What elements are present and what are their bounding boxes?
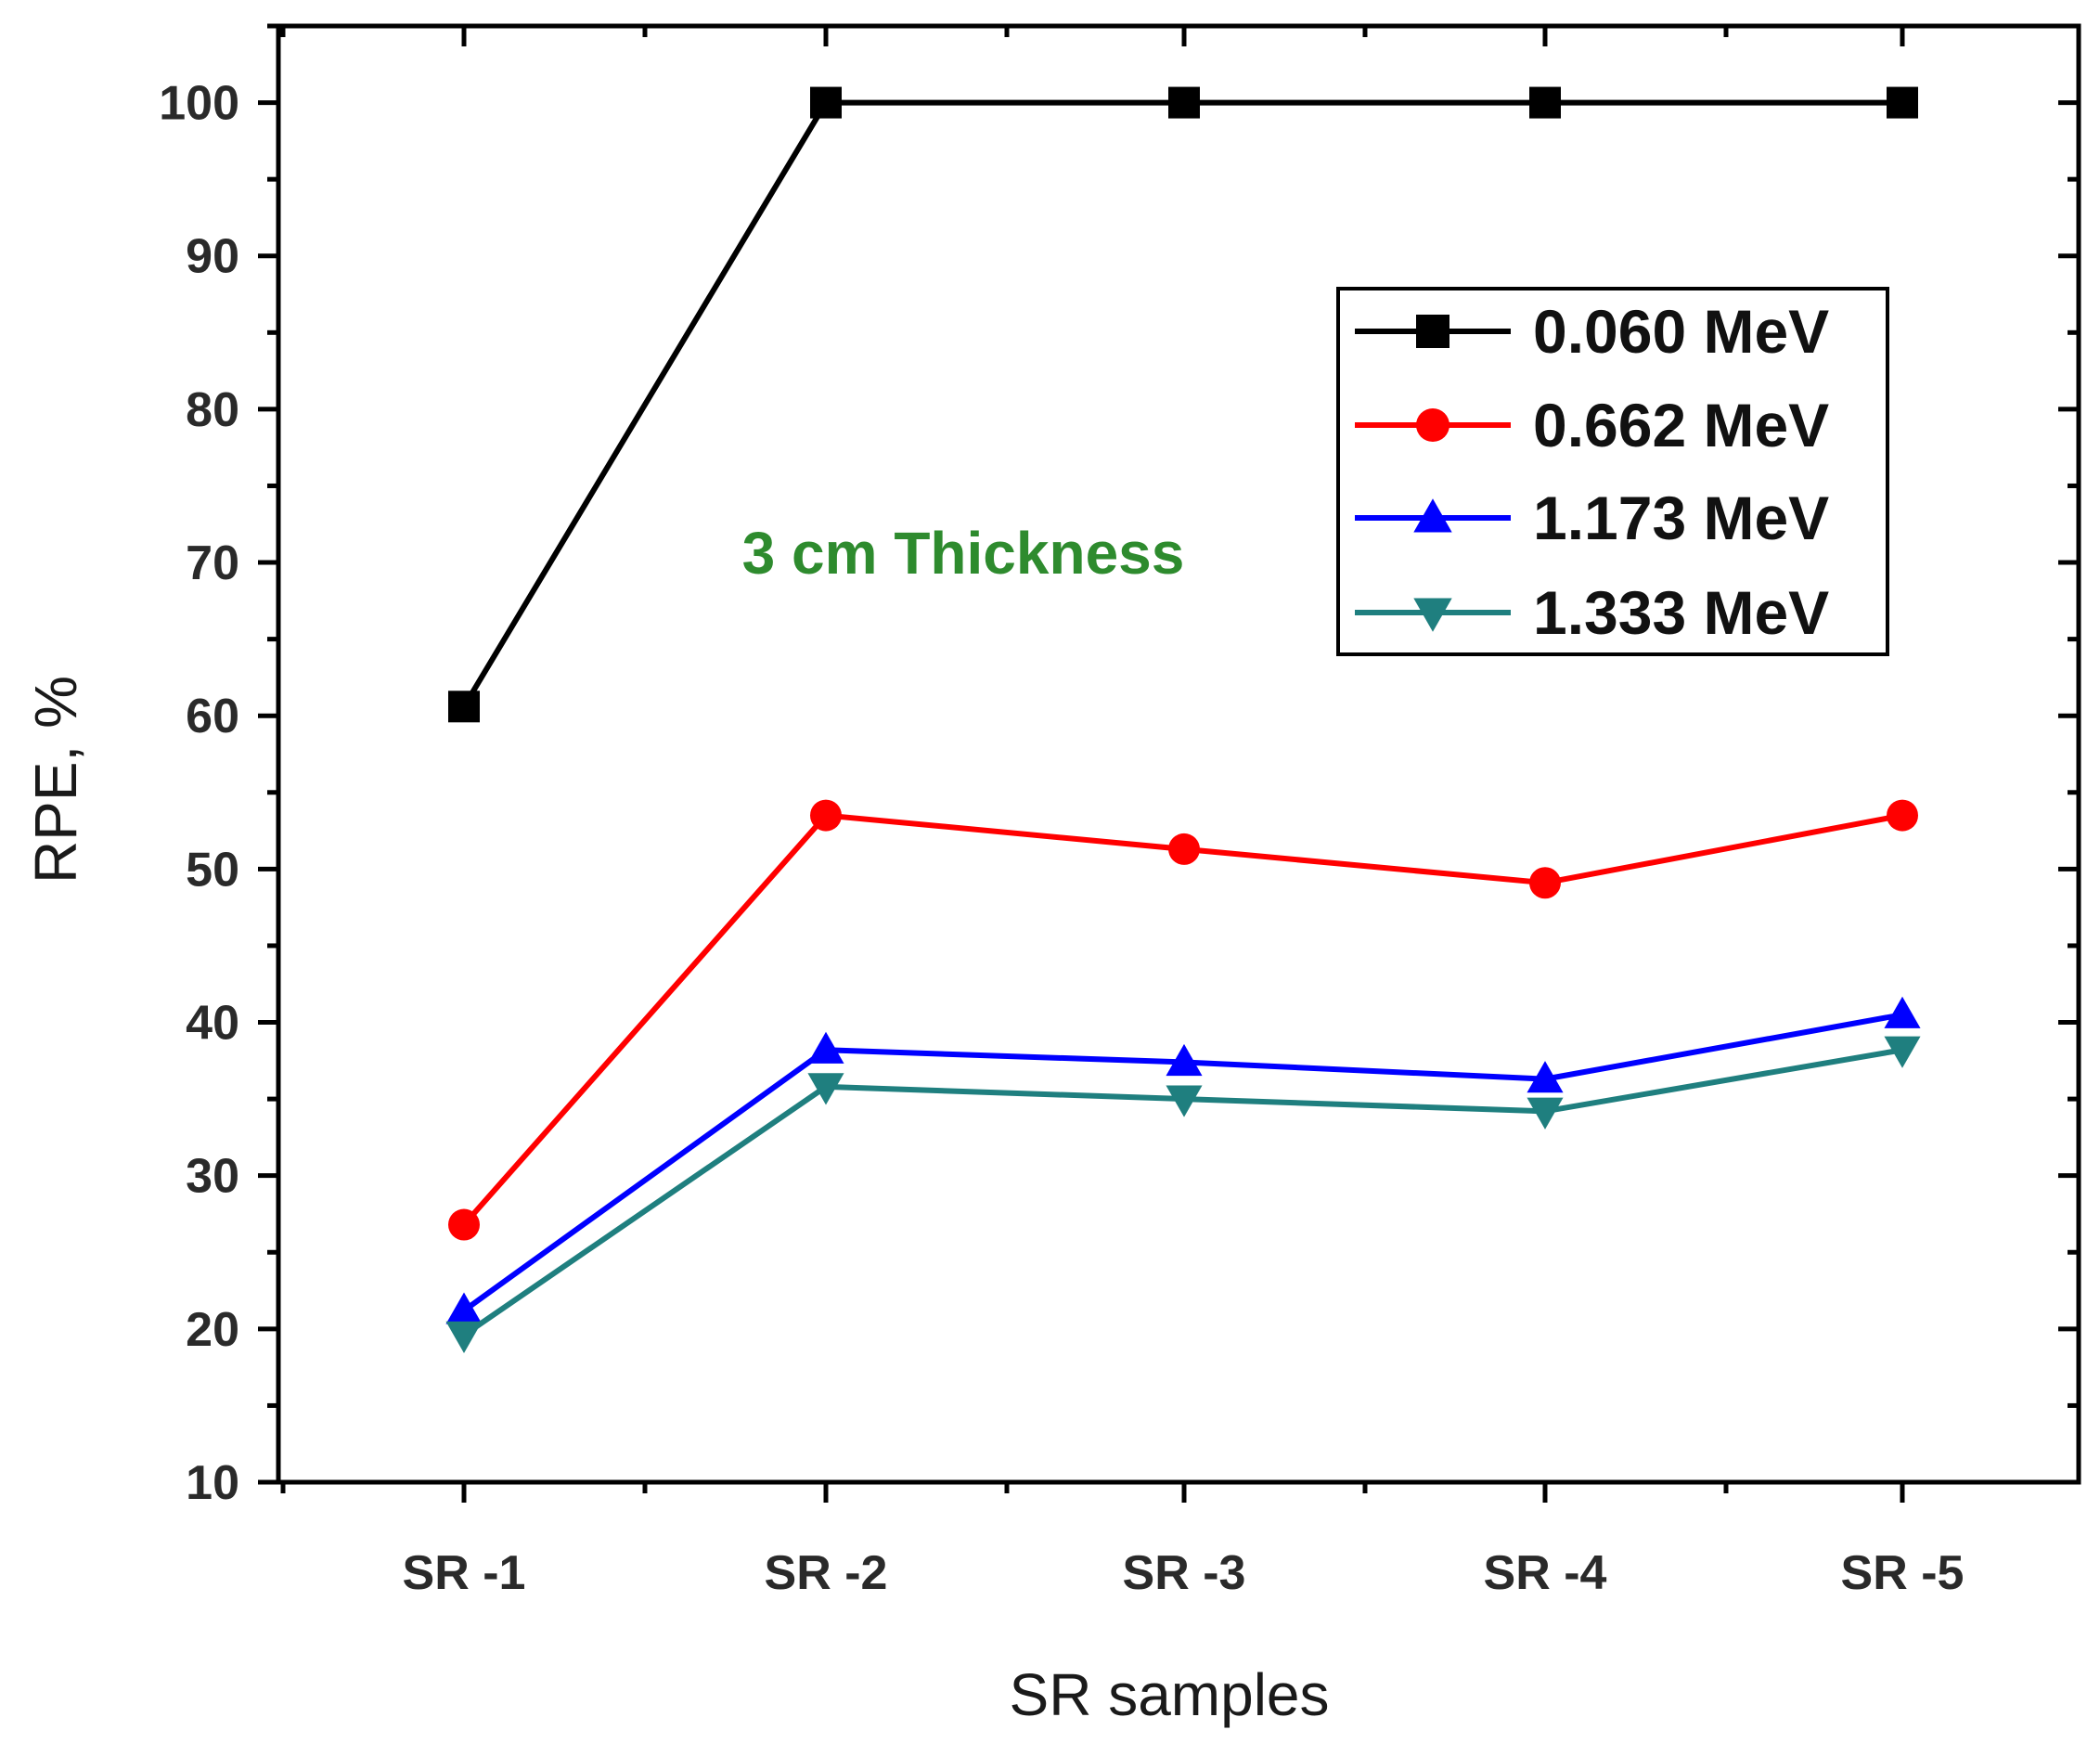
y-tick-label: 50 — [186, 843, 239, 897]
data-point — [1166, 1085, 1203, 1117]
series-3 — [445, 996, 1921, 1324]
data-point — [1166, 1043, 1203, 1077]
x-tick-label: SR -2 — [765, 1546, 888, 1600]
data-point — [807, 1031, 844, 1064]
plot-frame — [276, 23, 2081, 1485]
y-tick-label: 40 — [186, 997, 239, 1051]
data-point — [1884, 1036, 1921, 1068]
data-point — [1168, 86, 1200, 119]
legend-label: 1.333 MeV — [1533, 578, 1829, 647]
thickness-annotation: 3 cm Thickness — [742, 520, 1185, 587]
legend-marker — [1416, 315, 1449, 348]
data-point — [1884, 996, 1921, 1028]
data-point — [445, 1292, 483, 1324]
x-tick-label: SR -3 — [1123, 1546, 1246, 1600]
legend-marker — [1413, 598, 1452, 632]
y-tick-label: 30 — [186, 1150, 239, 1204]
legend-entry: 0.662 MeV — [1355, 391, 1829, 459]
legend-label: 1.173 MeV — [1533, 484, 1829, 552]
x-tick-label: SR -5 — [1841, 1546, 1965, 1600]
data-point — [1887, 799, 1918, 832]
legend-box — [1336, 287, 1889, 656]
data-point — [1887, 86, 1918, 119]
series-1 — [448, 86, 1918, 723]
legend-entry: 0.060 MeV — [1355, 297, 1829, 366]
x-tick-label: SR -4 — [1484, 1546, 1607, 1600]
data-point — [810, 86, 842, 119]
series-2 — [448, 799, 1918, 1241]
x-axis-title: SR samples — [1010, 1661, 1330, 1728]
data-point — [1527, 1061, 1564, 1093]
legend-entry: 1.173 MeV — [1355, 484, 1829, 552]
y-tick-label: 100 — [159, 77, 239, 131]
legend-entry: 1.333 MeV — [1355, 578, 1829, 647]
data-point — [807, 1073, 844, 1105]
legend: 0.060 MeV 0.662 MeV 1.173 MeV 1.333 MeV — [1336, 287, 1889, 656]
y-tick-label: 70 — [186, 536, 239, 590]
y-tick-label: 20 — [186, 1303, 239, 1357]
x-tick-label: SR -1 — [403, 1546, 526, 1600]
legend-label: 0.662 MeV — [1533, 391, 1829, 459]
data-point — [1529, 86, 1561, 119]
series-layer — [445, 86, 1921, 1353]
y-tick-label: 60 — [186, 690, 239, 743]
series-4 — [445, 1036, 1921, 1353]
legend-label: 0.060 MeV — [1533, 297, 1829, 366]
y-axis-title: RPE, % — [22, 676, 89, 884]
y-tick-label: 90 — [186, 230, 239, 284]
legend-marker — [1416, 408, 1449, 442]
y-tick-label: 80 — [186, 383, 239, 437]
data-point — [445, 1321, 483, 1353]
data-point — [1527, 1097, 1564, 1130]
data-point — [1168, 833, 1200, 865]
series-line — [461, 812, 1903, 1227]
data-point — [810, 799, 842, 832]
data-point — [448, 691, 480, 723]
data-point — [1529, 867, 1561, 899]
legend-marker — [1413, 498, 1452, 533]
y-tick-label: 10 — [186, 1456, 239, 1510]
data-point — [448, 1208, 480, 1241]
axes: 10 20 30 40 50 60 70 80 90 100 SR -1 SR -2 SR -3 SR -… — [159, 23, 2081, 1600]
